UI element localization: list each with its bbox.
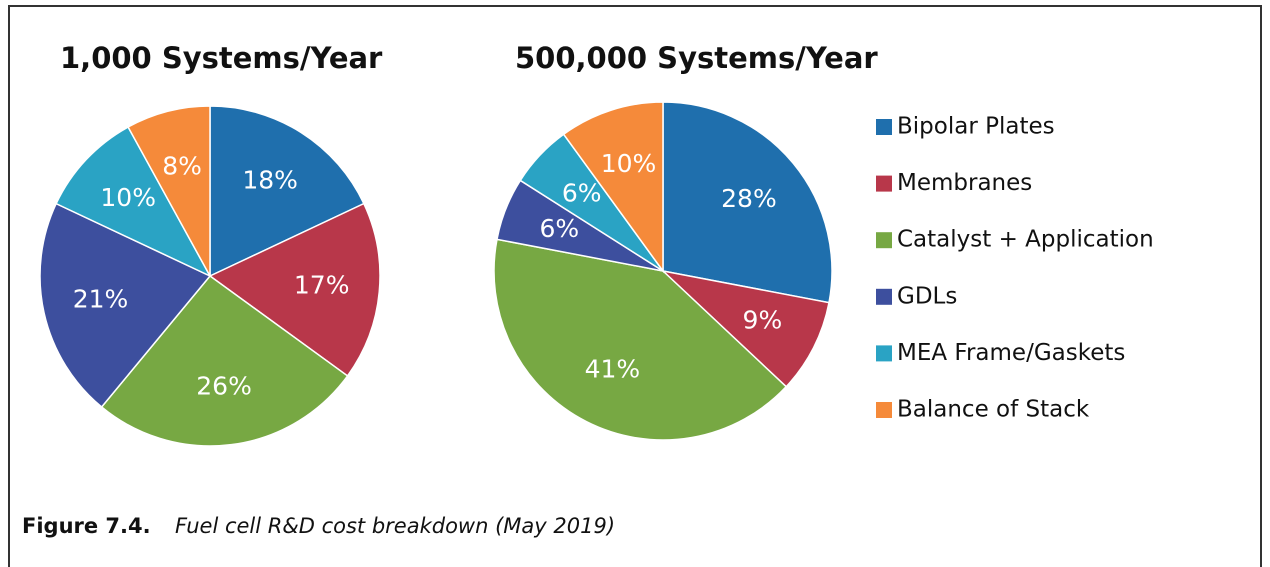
pie-slice xyxy=(562,101,664,274)
legend-swatch xyxy=(876,119,892,135)
pie-slice xyxy=(660,269,830,388)
legend-label: Catalyst + Application xyxy=(897,227,1154,253)
data-label: 28% xyxy=(721,184,777,213)
data-label: 21% xyxy=(73,284,129,313)
data-label: 6% xyxy=(562,179,602,208)
pie-slice xyxy=(208,202,381,377)
legend-swatch xyxy=(876,345,892,362)
legend-swatch xyxy=(876,175,892,192)
pie-slice xyxy=(127,105,211,277)
data-label: 8% xyxy=(162,151,202,180)
legend-swatch xyxy=(876,232,892,249)
data-label: 9% xyxy=(743,306,783,335)
legend-label: GDLs xyxy=(897,283,957,309)
caption-label: Figure 7.4. xyxy=(22,514,151,538)
legend-label: Balance of Stack xyxy=(897,397,1090,423)
pie-slice xyxy=(209,105,365,278)
data-label: 6% xyxy=(539,214,579,243)
chart-title: 500,000 Systems/Year xyxy=(515,41,878,75)
data-label: 17% xyxy=(294,271,350,300)
legend-label: Membranes xyxy=(897,170,1032,196)
legend-label: MEA Frame/Gaskets xyxy=(897,340,1125,366)
data-label: 26% xyxy=(196,371,252,400)
data-label: 41% xyxy=(585,354,641,383)
legend-swatch xyxy=(876,288,892,305)
legend-label: Bipolar Plates xyxy=(897,114,1055,140)
data-label: 18% xyxy=(242,165,298,194)
data-label: 10% xyxy=(100,183,156,212)
chart-title: 1,000 Systems/Year xyxy=(60,41,383,75)
legend-swatch xyxy=(876,402,892,418)
pie-slice xyxy=(55,126,212,278)
pie-slice xyxy=(662,101,833,304)
data-label: 10% xyxy=(601,149,657,178)
pie-slice xyxy=(100,274,349,447)
caption-text: Fuel cell R&D cost breakdown (May 2019) xyxy=(175,514,615,538)
pie-slice xyxy=(493,238,788,441)
pie-slice xyxy=(39,202,212,409)
